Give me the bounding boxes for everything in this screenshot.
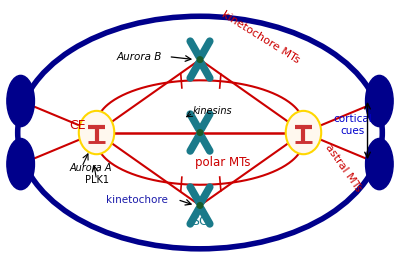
Text: CE: CE	[69, 119, 86, 132]
Ellipse shape	[79, 111, 114, 154]
Circle shape	[197, 130, 203, 135]
Ellipse shape	[7, 76, 34, 127]
Ellipse shape	[7, 138, 34, 190]
Text: astral MTs: astral MTs	[323, 143, 363, 194]
Text: kinesins: kinesins	[193, 106, 233, 116]
Text: Aurora B: Aurora B	[116, 52, 162, 62]
Ellipse shape	[366, 138, 393, 190]
Ellipse shape	[366, 76, 393, 127]
Text: kinetochore MTs: kinetochore MTs	[220, 9, 301, 65]
Ellipse shape	[286, 111, 321, 154]
Text: PLK1: PLK1	[85, 175, 109, 185]
Text: cues: cues	[341, 126, 365, 136]
Text: cortical: cortical	[333, 114, 372, 124]
Circle shape	[197, 203, 203, 208]
Text: kinetochore: kinetochore	[106, 195, 168, 205]
Text: polar MTs: polar MTs	[195, 155, 250, 169]
Text: SC: SC	[192, 215, 208, 228]
Circle shape	[197, 57, 203, 62]
Text: Aurora A: Aurora A	[70, 163, 112, 173]
Ellipse shape	[18, 16, 382, 249]
